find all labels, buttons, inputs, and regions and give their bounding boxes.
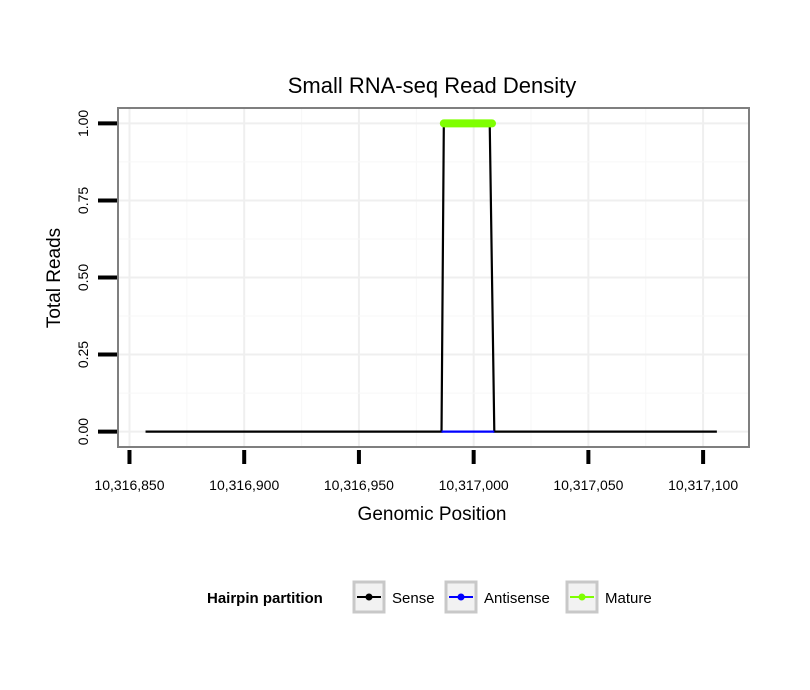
chart-title: Small RNA-seq Read Density	[288, 73, 577, 98]
legend-title: Hairpin partition	[207, 590, 323, 607]
plot-border	[117, 107, 750, 448]
legend-label: Mature	[605, 590, 652, 607]
legend-label: Antisense	[484, 590, 550, 607]
x-tick-label: 10,316,850	[94, 477, 164, 493]
x-axis: 10,316,850 10,316,900 10,316,950 10,317,000…	[94, 450, 738, 493]
x-tick-label: 10,316,900	[209, 477, 279, 493]
y-tick-label: 0.00	[75, 418, 91, 445]
x-tick-label: 10,316,950	[324, 477, 394, 493]
y-tick-label: 0.50	[75, 264, 91, 291]
legend-key-point	[365, 593, 373, 601]
y-axis: 0.00 0.25 0.50 0.75 1.00	[75, 110, 117, 445]
y-tick-label: 0.25	[75, 341, 91, 368]
legend-item-mature: Mature	[565, 580, 652, 614]
legend-key-point	[457, 593, 465, 601]
legend: Hairpin partition Sense Antisense Mature	[207, 580, 652, 614]
y-tick-label: 1.00	[75, 110, 91, 137]
x-tick-label: 10,317,050	[553, 477, 623, 493]
y-axis-title: Total Reads	[44, 228, 65, 328]
legend-label: Sense	[392, 590, 435, 607]
legend-key-point	[578, 593, 586, 601]
legend-item-sense: Sense	[352, 580, 435, 614]
grid-lines	[118, 108, 749, 447]
x-axis-title: Genomic Position	[358, 504, 507, 525]
series-layer	[145, 119, 717, 433]
x-tick-label: 10,317,000	[439, 477, 509, 493]
y-tick-label: 0.75	[75, 187, 91, 214]
legend-item-antisense: Antisense	[444, 580, 550, 614]
x-tick-label: 10,317,100	[668, 477, 738, 493]
